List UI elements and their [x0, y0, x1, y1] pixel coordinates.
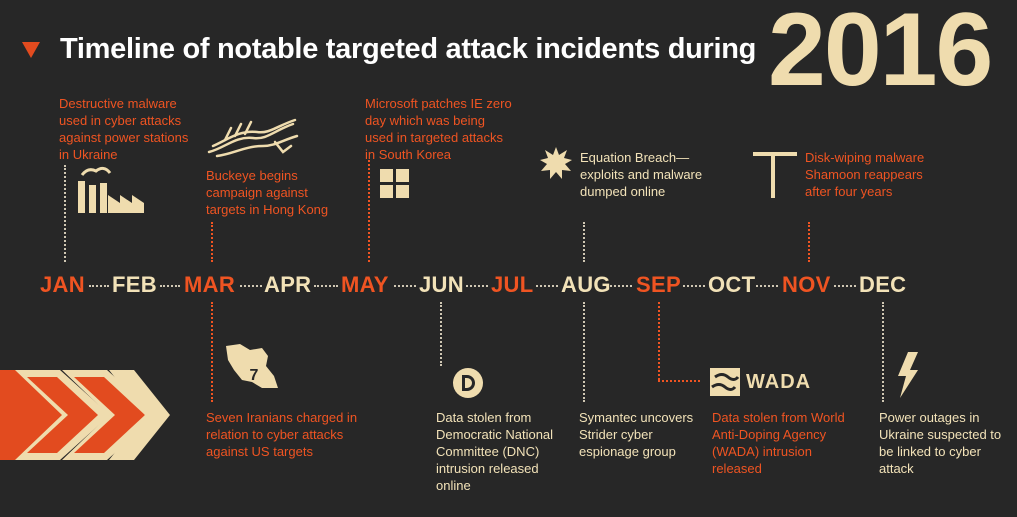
timeline-connector: [394, 285, 416, 287]
wada-logo: WADA: [710, 368, 811, 396]
wada-logo-icon: [710, 368, 740, 396]
event-may-ie-patch: Microsoft patches IE zero day which was …: [365, 96, 512, 162]
timeline-connector: [610, 285, 632, 287]
page-title: Timeline of notable targeted attack inci…: [60, 33, 757, 65]
chevron-arrows-icon: [0, 370, 170, 460]
connector-aug-top: [583, 222, 585, 262]
month-sep: SEP: [636, 272, 681, 297]
timeline-connector: [160, 285, 180, 287]
timeline-connector: [536, 285, 558, 287]
event-jan-ukraine-power: Destructive malware used in cyber attack…: [59, 96, 189, 162]
month-jan: JAN: [40, 272, 85, 297]
header: Timeline of notable targeted attack inci…: [22, 33, 756, 66]
month-apr: APR: [264, 272, 312, 297]
dragon-icon: [207, 118, 299, 158]
year-heading: 2016: [768, 0, 993, 108]
connector-jun: [440, 302, 442, 366]
event-mar-iranians: Seven Iranians charged in relation to cy…: [206, 410, 358, 459]
title-triangle-icon: [22, 41, 40, 58]
month-aug: AUG: [561, 272, 611, 297]
connector-sep-horizontal: [658, 380, 700, 382]
connector-dec: [882, 302, 884, 402]
timeline-connector: [834, 285, 856, 287]
timeline-connector: [89, 285, 109, 287]
month-dec: DEC: [859, 272, 907, 297]
month-oct: OCT: [708, 272, 756, 297]
lightning-icon: [898, 352, 918, 398]
connector-aug-bottom: [583, 302, 585, 402]
factory-icon: [78, 166, 144, 213]
month-nov: NOV: [782, 272, 831, 297]
event-mar-buckeye: Buckeye begins campaign against targets …: [206, 168, 329, 217]
event-aug-strider: Symantec uncovers Strider cyber espionag…: [579, 410, 694, 459]
month-mar: MAR: [184, 272, 236, 297]
connector-may: [368, 160, 370, 262]
wada-logo-text: WADA: [746, 370, 812, 393]
month-jun: JUN: [419, 272, 464, 297]
timeline-connector: [756, 285, 778, 287]
month-may: MAY: [341, 272, 389, 297]
timeline-connector: [683, 285, 705, 287]
timeline-connector: [240, 285, 262, 287]
starburst-icon: [540, 147, 572, 179]
timeline-connector: [314, 285, 338, 287]
month-jul: JUL: [491, 272, 534, 297]
dnc-logo-icon: [453, 368, 483, 398]
event-sep-wada: Data stolen from World Anti-Doping Agenc…: [712, 410, 845, 476]
windows-icon: [380, 169, 409, 198]
iran-badge-number: 7: [250, 367, 259, 384]
connector-sep-vertical: [658, 302, 660, 380]
event-jun-dnc: Data stolen from Democratic National Com…: [436, 410, 554, 493]
month-feb: FEB: [112, 272, 157, 297]
connector-mar-top: [211, 222, 213, 262]
connector-mar-bottom: [211, 302, 213, 402]
event-nov-shamoon: Disk-wiping malware Shamoon reappears af…: [805, 150, 925, 199]
t-shaped-icon: [753, 152, 797, 198]
event-dec-ukraine-outage: Power outages in Ukraine suspected to be…: [879, 410, 1002, 476]
iran-map-icon: 7: [226, 344, 278, 388]
connector-nov: [808, 222, 810, 262]
event-aug-equation-breach: Equation Breach—exploits and malware dum…: [580, 150, 703, 199]
timeline-connector: [466, 285, 488, 287]
connector-jan: [64, 165, 66, 262]
